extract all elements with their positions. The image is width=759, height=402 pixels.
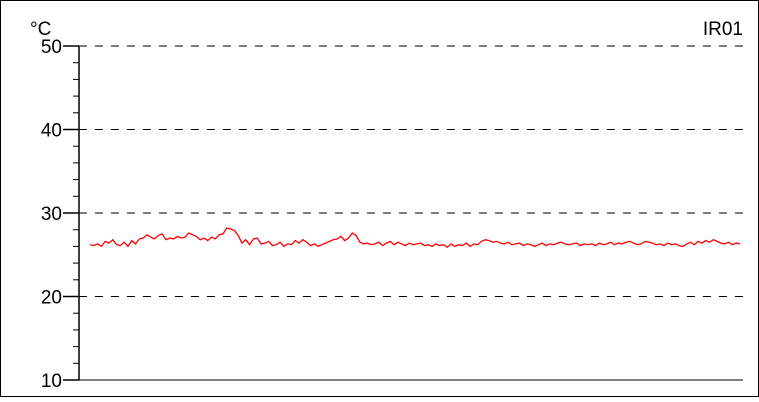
tick-label-20: 20 [41,288,62,309]
y-unit-label: °C [30,19,51,40]
tick-label-40: 40 [41,121,62,142]
temperature-series-line [89,227,741,249]
gridlines [79,45,743,381]
tick-label-10: 10 [41,371,62,392]
channel-label: IR01 [703,19,743,40]
y-axis-ticks [63,45,79,381]
tick-label-50: 50 [41,37,62,58]
y-axis-tick-labels: 50 40 30 20 10 [41,37,62,392]
tick-label-30: 30 [41,204,62,225]
